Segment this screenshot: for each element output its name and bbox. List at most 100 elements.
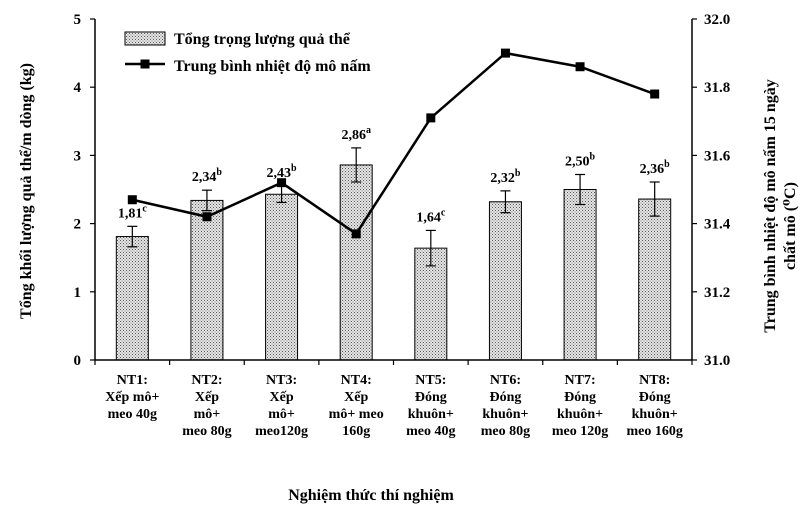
significance-letter: c [142, 203, 147, 214]
bar-value-label: 2,34b [192, 167, 223, 185]
significance-letter: b [664, 159, 670, 170]
category-label-line: NT8: [639, 373, 670, 388]
temperature-point [500, 48, 510, 58]
temperature-point [277, 178, 287, 188]
x-axis-title: Nghiệm thức thí nghiệm [288, 487, 454, 504]
bar-value: 1,64 [416, 210, 441, 225]
category-label-line: NT2: [191, 373, 222, 388]
category-label-line: khuôn+ [482, 407, 528, 422]
category-label-line: mô+ [268, 407, 295, 422]
bar [563, 189, 597, 361]
category-label: NT5: Đóng khuôn+ meo 40g [406, 373, 455, 439]
y-right-tick-label: 32.0 [704, 12, 730, 28]
bar-value: 2,86 [341, 128, 366, 143]
legend-line-label: Trung bình nhiệt độ mô nấm [174, 58, 371, 75]
significance-letter: a [366, 125, 371, 136]
category-label: NT2: Xếp mô+ meo 80g [182, 373, 231, 439]
y-right-tick-label: 31.4 [704, 217, 731, 233]
labels-layer: NT1: Xếp mô+ meo 40g NT2: Xếp mô+ meo 80g NT3: X… [105, 125, 683, 439]
bar [339, 164, 373, 361]
legend: Tổng trọng lượng quả thể Trung bình nhiệ… [124, 31, 371, 75]
bar-value: 2,34 [192, 170, 217, 185]
y-left-tick-label: 0 [74, 353, 82, 369]
category-label: NT7: Đóng khuôn+ meo 120g [552, 373, 608, 439]
bar [190, 199, 224, 361]
axis-titles: Nghiệm thức thí nghiệm Tổng khối lượng q… [18, 63, 799, 504]
category-label-line: meo 160g [626, 424, 682, 439]
bar [115, 236, 149, 361]
y-right-tick-label: 31.0 [704, 353, 730, 369]
legend-bar-swatch [124, 31, 166, 46]
category-label-line: Xếp [344, 390, 368, 405]
y-right-tick-label: 31.6 [704, 148, 731, 164]
bar-value: 2,43 [267, 166, 292, 181]
category-label-line: khuôn+ [408, 407, 454, 422]
significance-letter: b [291, 163, 297, 174]
y-left-tick-label: 1 [74, 285, 82, 301]
category-label: NT1: Xếp mô+ meo 40g [105, 373, 159, 422]
bar-value: 2,36 [640, 162, 665, 177]
bar-value-label: 2,36b [640, 159, 671, 177]
category-label-line: NT5: [415, 373, 446, 388]
y-right-tick-label: 31.2 [704, 285, 730, 301]
category-label-line: khuôn+ [632, 407, 678, 422]
category-label: NT8: Đóng khuôn+ meo 160g [626, 373, 682, 439]
bar-value-label: 2,43b [267, 163, 298, 181]
category-label-line: meo 40g [108, 407, 157, 422]
category-label-line: meo 120g [552, 424, 608, 439]
temperature-point [426, 113, 436, 123]
temperature-point [351, 229, 361, 239]
category-label-line: meo120g [255, 424, 308, 439]
y-left-tick-label: 5 [74, 12, 82, 28]
category-label-line: Đóng [489, 390, 521, 405]
category-label-line: khuôn+ [557, 407, 603, 422]
category-label-line: Xếp [195, 390, 219, 405]
category-label: NT6: Đóng khuôn+ meo 80g [481, 373, 530, 439]
bar-value: 1,81 [118, 206, 143, 221]
bar-value-label: 2,32b [490, 168, 521, 186]
bar-value-label: 1,64c [416, 207, 446, 225]
bar-value-label: 1,81c [118, 203, 148, 221]
bar [488, 201, 522, 361]
significance-letter: b [216, 167, 222, 178]
temperature-point [127, 195, 137, 205]
bar-value-label: 2,50b [565, 151, 596, 169]
bar [265, 193, 299, 361]
y-axis-left-title: Tổng khối lượng quả thể/m dòng (kg) [18, 63, 35, 319]
y-left-tick-label: 4 [74, 80, 82, 96]
category-label: NT3: Xếp mô+ meo120g [255, 373, 308, 439]
category-label-line: mô+ [194, 407, 221, 422]
category-label-line: meo 80g [182, 424, 231, 439]
bars-layer [115, 164, 672, 361]
category-label-line: Xếp [270, 390, 294, 405]
y-right-tick-label: 31.8 [704, 80, 730, 96]
temperature-line-layer [127, 48, 660, 239]
category-label-line: NT6: [490, 373, 521, 388]
temperature-point [575, 62, 585, 72]
category-label-line: meo 80g [481, 424, 530, 439]
y-left-tick-label: 3 [74, 148, 82, 164]
category-label-line: meo 40g [406, 424, 455, 439]
category-label-line: mô+ meo [329, 407, 384, 422]
category-label-line: NT7: [565, 373, 596, 388]
bar-value: 2,50 [565, 154, 590, 169]
category-label-line: Xếp mô+ [105, 390, 159, 405]
y-axis-right-title-line-1: Trung bình nhiệt độ mô nấm 15 ngày [762, 79, 779, 333]
significance-letter: b [590, 151, 596, 162]
category-label-line: 160g [342, 424, 370, 439]
category-label-line: Đóng [415, 390, 447, 405]
category-label-line: NT3: [266, 373, 297, 388]
y-left-tick-label: 2 [74, 217, 82, 233]
legend-line-marker [140, 59, 150, 69]
category-label: NT4: Xếp mô+ meo 160g [329, 373, 384, 439]
category-label-line: NT1: [117, 373, 148, 388]
category-label-line: Đóng [564, 390, 596, 405]
bar-value-label: 2,86a [341, 125, 371, 143]
axes-layer: 0 1 2 3 4 5 31.0 31.2 31.4 31.6 31.8 32.0 [74, 12, 731, 369]
y-axis-right-title-line-2: chất mô (⁰C) [782, 182, 799, 270]
category-label-line: Đóng [639, 390, 671, 405]
legend-bar-label: Tổng trọng lượng quả thể [174, 31, 351, 48]
temperature-point [650, 89, 660, 99]
significance-letter: c [441, 207, 446, 218]
